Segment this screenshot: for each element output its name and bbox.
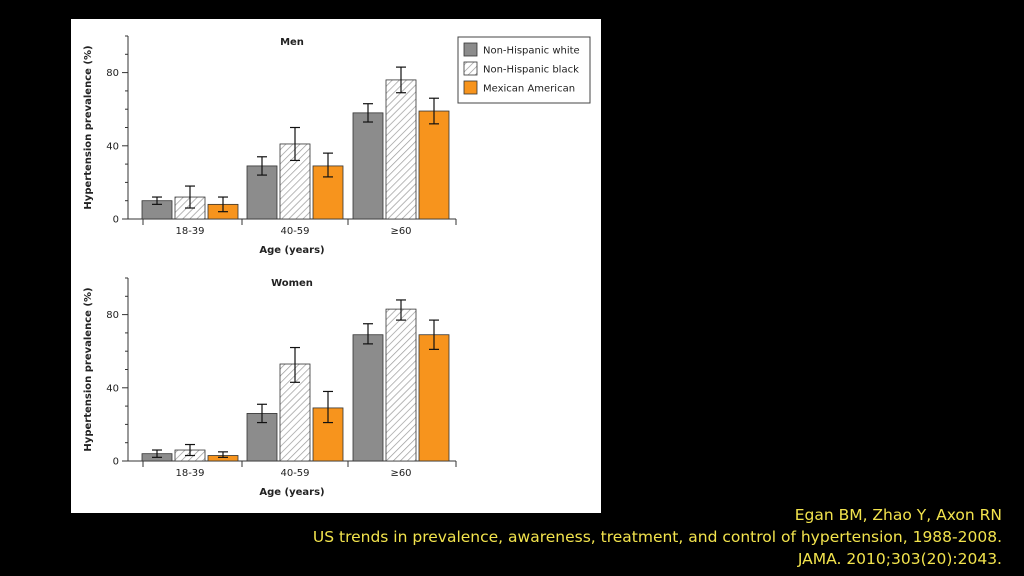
- citation-title: US trends in prevalence, awareness, trea…: [312, 528, 1002, 546]
- women-y-tick-label: 0: [113, 457, 119, 468]
- figure-panel: Men 0 40 80 Hypertension prevalence (%) 18-39…: [71, 19, 601, 513]
- men-x-tick-label: ≥60: [390, 226, 411, 237]
- legend-swatch: [463, 80, 478, 95]
- men-x-axis-label: Age (years): [259, 245, 324, 256]
- legend-label: Non-Hispanic black: [483, 65, 579, 76]
- women-x-tick-label: ≥60: [390, 468, 411, 479]
- legend-swatch: [463, 42, 478, 57]
- women-bar: [418, 334, 450, 462]
- women-x-tick-label: 18-39: [175, 468, 204, 479]
- women-bar: [385, 308, 417, 462]
- women-x-tick-label: 40-59: [280, 468, 309, 479]
- women-bar: [352, 334, 384, 462]
- men-x-tick-label: 40-59: [280, 226, 309, 237]
- citation: Egan BM, Zhao Y, Axon RN US trends in pr…: [242, 504, 1002, 570]
- women-y-axis-label: Hypertension prevalence (%): [83, 287, 94, 451]
- legend-label: Non-Hispanic white: [483, 46, 580, 57]
- men-y-tick-label: 40: [106, 141, 119, 152]
- legend-swatch: [463, 61, 478, 76]
- women-chart-title: Women: [271, 278, 313, 289]
- men-bar: [418, 110, 450, 220]
- men-x-tick-label: 18-39: [175, 226, 204, 237]
- women-y-tick-label: 80: [106, 310, 119, 321]
- men-bar: [352, 112, 384, 220]
- men-y-tick-label: 80: [106, 68, 119, 79]
- men-bar: [385, 79, 417, 220]
- hypertension-figure: Men 0 40 80 Hypertension prevalence (%) 18-39…: [83, 35, 591, 498]
- legend-box: [457, 36, 591, 104]
- citation-authors: Egan BM, Zhao Y, Axon RN: [794, 506, 1002, 524]
- women-x-axis-label: Age (years): [259, 487, 324, 498]
- men-chart-title: Men: [280, 37, 304, 48]
- legend-label: Mexican American: [483, 84, 575, 95]
- citation-journal: JAMA. 2010;303(20):2043.: [797, 550, 1002, 568]
- men-y-tick-label: 0: [113, 215, 119, 226]
- women-y-tick-label: 40: [106, 383, 119, 394]
- men-y-axis-label: Hypertension prevalence (%): [83, 45, 94, 209]
